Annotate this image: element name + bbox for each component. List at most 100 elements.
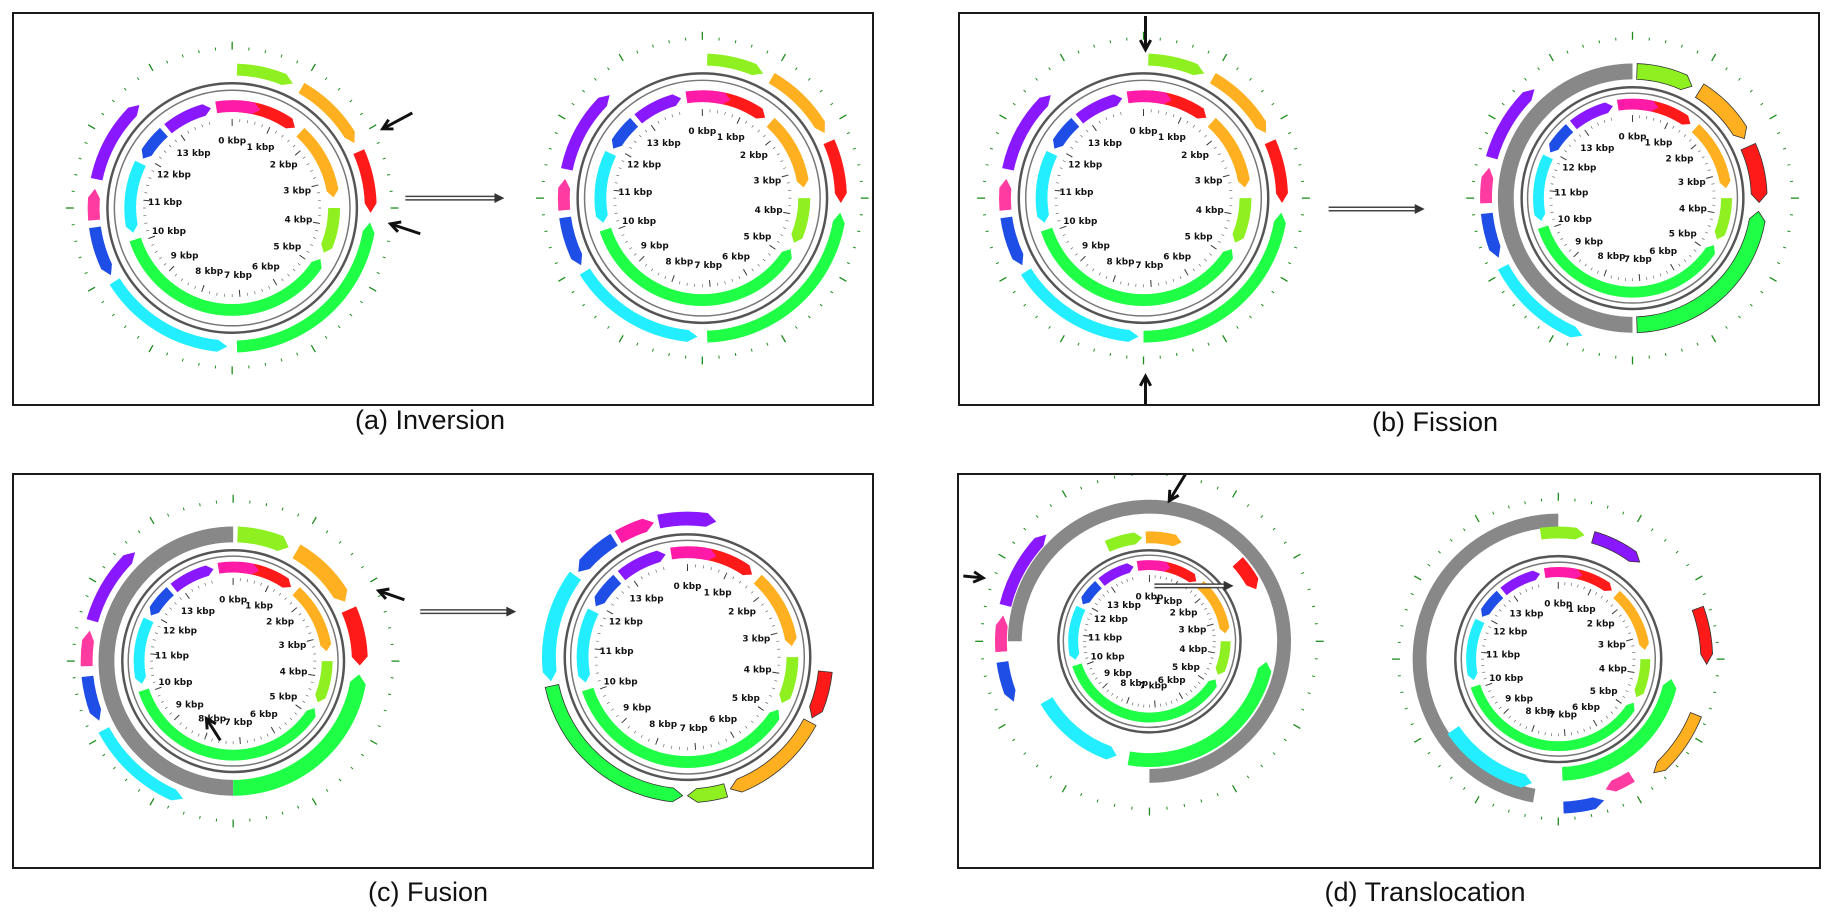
kbp-minor-tick [657,272,660,276]
kbp-minor-tick [774,632,778,635]
kbp-label: 8 kbp [649,720,677,730]
kbp-label: 6 kbp [252,262,280,272]
gene-segment-lime [1104,532,1143,552]
kbp-minor-tick [1158,282,1160,286]
gene-segment-lime [1714,198,1732,240]
kbp-label: 12 kbp [1094,615,1128,625]
gene-segment-lime [1215,641,1231,675]
kbp-label: 6 kbp [709,715,737,725]
kbp-minor-tick [1678,263,1681,267]
gene-segment-cyan [579,268,698,342]
kbp-minor-tick [1059,227,1063,229]
kbp-label: 6 kbp [1649,247,1677,257]
scale-tick [548,246,552,249]
scale-tick [1760,102,1764,106]
scale-tick [1566,342,1569,346]
kbp-minor-tick [1508,715,1511,719]
kbp-minor-tick [1629,638,1633,641]
kbp-minor-tick [1577,584,1579,588]
kbp-minor-tick [745,272,748,276]
kbp-label: 13 kbp [1509,610,1543,620]
kbp-minor-tick [1226,220,1230,222]
kbp-minor-tick [1711,211,1715,213]
kbp-minor-tick [160,700,164,703]
kbp-label: 13 kbp [647,139,681,149]
kbp-minor-tick [1228,182,1232,184]
kbp-minor-tick [614,212,618,214]
kbp-minor-tick [1666,270,1668,274]
scale-tick [1680,44,1683,48]
kbp-minor-tick [1672,125,1675,129]
kbp-minor-tick [1089,667,1093,670]
kbp-minor-tick [745,725,748,729]
kbp-label: 7 kbp [1624,255,1652,265]
kbp-minor-tick [664,117,667,121]
scale-tick [1738,315,1741,319]
scale-tick [548,147,552,150]
scale-tick [1236,325,1239,329]
kbp-minor-tick [1217,153,1221,156]
scale-tick [1271,102,1275,106]
gene-segment-purple [86,552,136,623]
scale-tick [182,507,185,511]
kbp-minor-tick [312,237,316,239]
kbp-label: 4 kbp [1679,205,1707,215]
kbp-minor-tick [1213,247,1217,250]
kbp-minor-tick [1570,583,1572,587]
kbp-minor-tick [1693,144,1697,147]
kbp-minor-tick [1208,618,1212,620]
kbp-label: 2 kbp [1587,619,1615,629]
kbp-minor-tick [1513,595,1516,599]
kbp-minor-tick [1597,270,1599,274]
transition-arrow-head [506,606,517,617]
scale-tick [382,256,386,259]
kbp-minor-tick [1605,715,1609,719]
kbp-minor-tick [1595,723,1598,727]
gene-segment-purple [617,550,666,581]
kbp-minor-tick [1590,267,1593,271]
gene-segment-orange [766,117,809,188]
scale-tick [839,114,847,120]
gene-segment-orange [292,587,332,652]
scale-tick [1404,608,1408,611]
kbp-minor-tick [1111,693,1114,696]
scale-tick [1293,147,1298,150]
scale-tick [985,164,989,166]
scale-tick [85,595,89,598]
scale-tick [1492,511,1495,515]
kbp-minor-tick [187,130,190,134]
scale-tick [369,739,378,745]
gene-segment-cyan [133,617,154,684]
kbp-label: 11 kbp [1059,188,1093,198]
kbp-minor-tick [1224,227,1228,229]
scale-tick [807,315,811,319]
kbp-minor-tick [751,268,754,272]
kbp-label: 5 kbp [273,243,301,253]
kbp-minor-tick [663,567,665,571]
kbp-minor-tick [611,603,614,606]
scale-tick [85,725,89,728]
kbp-minor-tick [1485,632,1489,635]
scale-tick [369,577,378,583]
scale-tick [668,352,670,357]
kbp-minor-tick [738,730,742,734]
scale-tick [297,513,300,517]
kbp-minor-tick [1111,586,1114,590]
scale-tick [1093,44,1096,48]
scale-tick [544,164,548,166]
kbp-minor-tick [194,127,197,131]
kbp-minor-tick [180,278,184,282]
scale-tick [1449,538,1453,542]
scale-tick [1272,527,1276,531]
gene-segment-orange [1694,83,1748,140]
kbp-minor-tick [633,580,637,584]
kbp-minor-tick [787,182,791,184]
kbp-label: 4 kbp [284,216,312,226]
scale-tick [1606,809,1609,813]
scale-tick [1260,89,1264,93]
kbp-minor-tick [1683,259,1687,262]
kbp-label: 2 kbp [740,151,768,161]
scale-tick [136,77,140,81]
kbp-minor-tick [1160,703,1162,707]
kbp-minor-tick [1224,167,1228,169]
